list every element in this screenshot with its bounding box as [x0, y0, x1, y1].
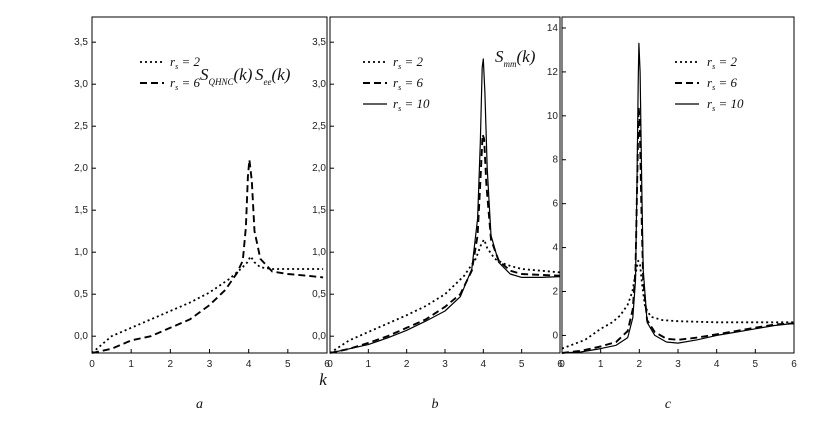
x-tick-label: 6 [324, 359, 330, 370]
shared-x-axis-label: k [319, 370, 327, 389]
x-tick-label: 2 [404, 359, 410, 370]
plot-frame [561, 16, 795, 354]
series-line-rs-2 [561, 259, 794, 350]
x-tick-label: 1 [366, 359, 372, 370]
series-line-rs-6 [329, 133, 561, 354]
plot-frame [91, 16, 328, 354]
y-tick-label: 2,0 [312, 163, 326, 174]
chart-panel-b: 0 1 2 3 4 5 60,00,51,01,52,02,53,03,5See(k)rs … [255, 16, 563, 412]
x-tick-label: 4 [481, 359, 487, 370]
y-axis-label: See(k) [255, 65, 291, 87]
x-tick-label: 3 [675, 359, 681, 370]
x-tick-label: 1 [598, 359, 604, 370]
chart-panel-a: 0 1 2 3 4 5 6 0,0 0,5 1,0 1,5 2,0 2,5 3,0 3,5 SQHNC(k)r… [74, 16, 330, 412]
legend-entry-rs-6: rs = 6 [393, 75, 423, 92]
series-line-rs-2 [329, 238, 561, 354]
y-tick-label: 1,5 [74, 205, 88, 216]
panel-label: a [196, 397, 203, 412]
x-tick-label: 0 [559, 359, 565, 370]
y-tick-label: 0,0 [74, 331, 88, 342]
legend-entry-rs-2: rs = 2 [707, 54, 737, 71]
y-tick-label: 3,0 [312, 79, 326, 90]
x-tick-label: 5 [753, 359, 759, 370]
legend-entry-rs-2: rs = 2 [393, 54, 423, 71]
x-tick-label: 0 [89, 359, 95, 370]
series-line-rs-6 [91, 158, 324, 354]
series-line-rs-6 [561, 106, 795, 354]
legend-entry-rs-2: rs = 2 [170, 54, 200, 71]
y-tick-label: 10 [547, 111, 559, 122]
y-tick-label: 1,0 [74, 247, 88, 258]
plot-frame [329, 16, 561, 354]
y-tick-label: 1,0 [312, 247, 326, 258]
y-tick-label: 0,5 [74, 289, 88, 300]
y-tick-label: 2,0 [74, 163, 88, 174]
legend-entry-rs-6: rs = 6 [170, 75, 200, 92]
panel-label: b [432, 397, 439, 412]
panels-group: 0 1 2 3 4 5 60,00,51,01,52,02,53,03,5SQHNC(k)r… [74, 16, 797, 412]
y-tick-label: 3,5 [312, 37, 326, 48]
series-line-rs-10 [329, 58, 561, 354]
y-tick-label: 3,5 [74, 37, 88, 48]
y-tick-label: 2 [552, 287, 558, 298]
x-tick-label: 3 [442, 359, 448, 370]
x-tick-label: 5 [519, 359, 525, 370]
y-tick-label: 0,5 [312, 289, 326, 300]
x-tick-label: 6 [791, 359, 797, 370]
legend-entry-rs-6: rs = 6 [707, 75, 737, 92]
series-line-rs-2 [91, 255, 324, 354]
y-tick-label: 14 [547, 23, 559, 34]
x-tick-label: 2 [637, 359, 643, 370]
y-tick-label: 2,5 [74, 121, 88, 132]
y-axis-label: SQHNC(k) [200, 65, 253, 87]
y-tick-label: 2,5 [312, 121, 326, 132]
x-tick-label: 0 [327, 359, 333, 370]
y-tick-label: 4 [552, 243, 558, 254]
x-tick-label: 1 [128, 359, 134, 370]
legend-entry-rs-10: rs = 10 [393, 96, 430, 113]
x-tick-label: 6 [557, 359, 563, 370]
y-tick-label: 3,0 [74, 79, 88, 90]
y-tick-label: 8 [552, 155, 558, 166]
y-axis-label: Smm(k) [495, 47, 536, 69]
x-tick-label: 4 [714, 359, 720, 370]
y-tick-label: 1,5 [312, 205, 326, 216]
x-tick-label: 3 [207, 359, 213, 370]
y-tick-label: 0,0 [312, 331, 326, 342]
series-line-rs-10 [561, 42, 795, 354]
x-tick-label: 2 [168, 359, 174, 370]
x-tick-label: 4 [246, 359, 252, 370]
x-tick-label: 5 [285, 359, 291, 370]
y-tick-label: 6 [552, 199, 558, 210]
y-tick-label: 0 [552, 330, 558, 341]
y-tick-label: 12 [547, 67, 559, 78]
legend-entry-rs-10: rs = 10 [707, 96, 744, 113]
panel-label: c [665, 397, 672, 412]
